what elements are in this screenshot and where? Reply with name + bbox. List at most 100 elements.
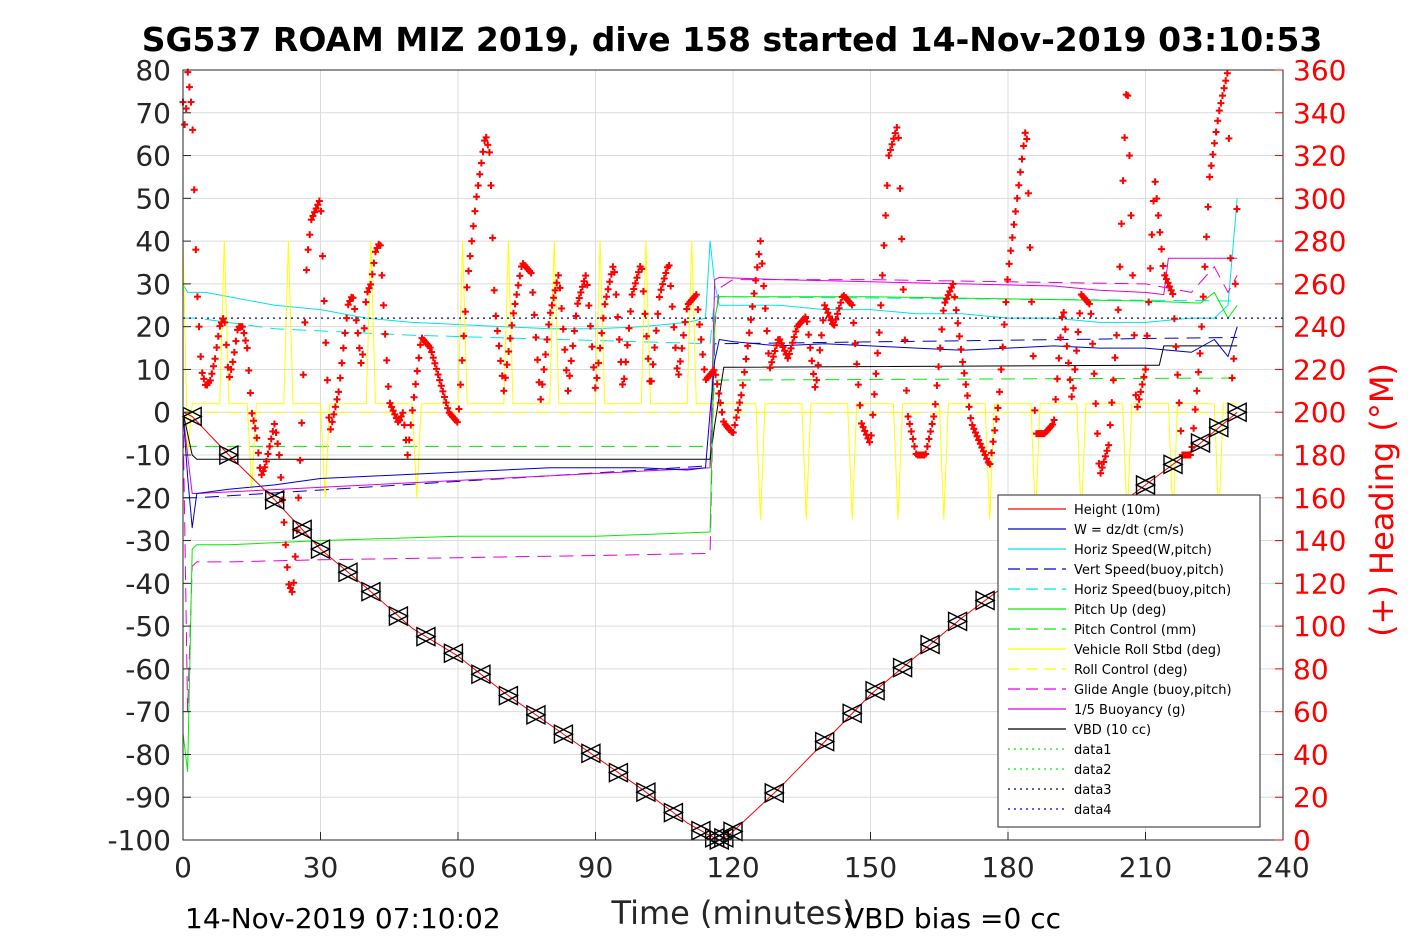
x-tick-label: 90	[578, 851, 614, 884]
heading-marker	[973, 432, 981, 440]
heading-marker	[1021, 129, 1029, 137]
heading-marker	[603, 293, 610, 301]
heading-marker	[1124, 92, 1132, 100]
heading-marker	[503, 361, 511, 369]
heading-marker	[288, 588, 296, 596]
heading-marker	[380, 301, 388, 309]
y-right-tick-label: 180	[1293, 439, 1346, 472]
heading-marker	[295, 494, 302, 502]
heading-marker	[1143, 332, 1151, 340]
heading-marker	[1071, 365, 1079, 373]
heading-marker	[495, 342, 503, 350]
heading-marker	[662, 269, 670, 277]
heading-marker	[248, 409, 256, 417]
heading-marker	[198, 369, 206, 377]
heading-marker	[272, 429, 280, 437]
heading-marker	[649, 360, 657, 368]
heading-marker	[665, 261, 673, 269]
heading-marker	[514, 281, 522, 289]
heading-marker	[834, 310, 841, 318]
heading-marker	[763, 327, 771, 335]
heading-marker	[1172, 343, 1180, 351]
heading-marker	[599, 314, 607, 322]
heading-marker	[654, 310, 662, 318]
heading-marker	[1101, 452, 1109, 460]
heading-marker	[583, 281, 591, 289]
depth-marker	[919, 634, 941, 655]
heading-marker	[760, 282, 768, 290]
heading-marker	[869, 411, 877, 419]
heading-marker	[285, 580, 293, 588]
heading-marker	[1066, 376, 1074, 384]
heading-marker	[431, 359, 439, 367]
heading-marker	[1053, 375, 1061, 383]
heading-marker	[343, 314, 351, 322]
heading-marker	[355, 344, 363, 352]
heading-marker	[1028, 298, 1036, 306]
heading-marker	[554, 271, 562, 279]
heading-marker	[213, 344, 221, 352]
heading-marker	[497, 357, 505, 365]
heading-marker	[1130, 331, 1138, 339]
heading-marker	[848, 301, 856, 309]
heading-marker	[619, 380, 627, 388]
heading-marker	[673, 364, 681, 372]
heading-marker	[927, 427, 935, 435]
heading-marker	[745, 329, 753, 337]
heading-marker	[214, 332, 222, 340]
heading-marker	[505, 348, 513, 356]
heading-marker	[384, 383, 392, 391]
heading-marker	[299, 371, 307, 379]
heading-marker	[758, 260, 766, 268]
heading-marker	[997, 365, 1005, 373]
heading-marker	[1225, 134, 1233, 142]
heading-marker	[354, 329, 362, 337]
heading-marker	[190, 186, 198, 194]
heading-marker	[323, 376, 331, 384]
y-right-tick-label: 100	[1293, 610, 1346, 643]
heading-marker	[242, 337, 250, 345]
heading-marker	[558, 304, 566, 312]
heading-marker	[410, 393, 418, 401]
legend-entry-label: data2	[1074, 763, 1112, 778]
heading-marker	[821, 301, 829, 309]
x-tick-label: 240	[1256, 851, 1309, 884]
heading-marker	[872, 370, 880, 378]
heading-marker	[1020, 142, 1028, 150]
heading-marker	[1177, 427, 1185, 435]
heading-marker	[320, 297, 328, 305]
heading-marker	[1148, 231, 1156, 239]
depth-marker	[337, 562, 359, 583]
heading-marker	[623, 341, 631, 349]
heading-marker	[1031, 406, 1039, 414]
heading-marker	[768, 358, 776, 366]
heading-marker	[609, 263, 617, 271]
series-layer	[182, 198, 1283, 841]
heading-marker	[935, 363, 943, 371]
heading-marker	[245, 367, 253, 375]
heading-marker	[453, 418, 461, 426]
heading-marker	[981, 451, 989, 459]
series-line-1	[182, 326, 1238, 529]
heading-marker	[1055, 354, 1063, 362]
heading-marker	[253, 434, 261, 442]
heading-marker	[1164, 279, 1172, 287]
heading-marker	[1089, 340, 1097, 348]
heading-marker	[543, 336, 551, 343]
heading-marker	[586, 322, 594, 330]
heading-marker	[312, 204, 320, 212]
heading-marker	[1109, 376, 1117, 384]
heading-marker	[1060, 308, 1068, 316]
heading-marker	[1016, 168, 1024, 176]
heading-marker	[954, 319, 962, 327]
heading-marker	[1159, 262, 1167, 270]
heading-marker	[461, 308, 469, 316]
legend-entry-label: 1/5 Buoyancy (g)	[1074, 703, 1185, 718]
heading-marker	[1233, 205, 1241, 213]
heading-marker	[590, 363, 598, 371]
heading-marker	[574, 300, 582, 308]
heading-marker	[466, 252, 474, 260]
heading-marker	[251, 424, 259, 432]
depth-marker	[580, 743, 602, 764]
depth-marker	[947, 611, 969, 632]
